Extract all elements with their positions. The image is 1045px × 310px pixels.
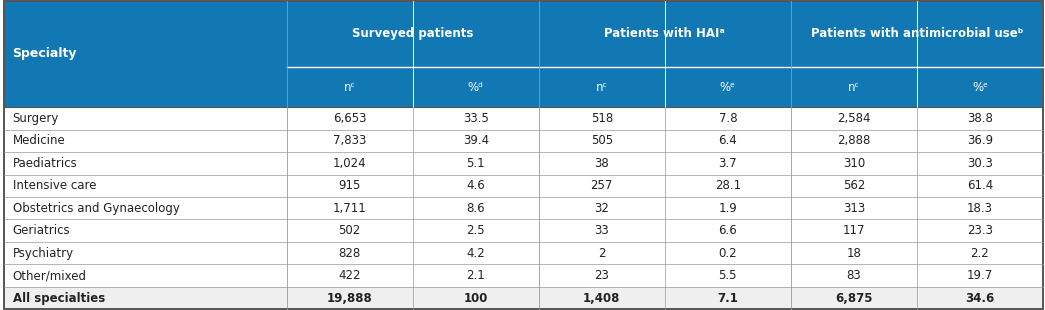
Text: 2.5: 2.5 [466,224,485,237]
Text: Specialty: Specialty [13,47,77,60]
Text: Patients with HAIᵃ: Patients with HAIᵃ [604,27,725,40]
Text: 8.6: 8.6 [466,202,485,215]
Text: 6.4: 6.4 [719,134,737,147]
Text: 33: 33 [595,224,609,237]
Text: 1,408: 1,408 [583,292,621,305]
Text: Obstetrics and Gynaecology: Obstetrics and Gynaecology [13,202,180,215]
Text: 34.6: 34.6 [966,292,995,305]
Text: 2: 2 [598,247,605,260]
Text: 518: 518 [590,112,613,125]
Text: 2,584: 2,584 [837,112,870,125]
Text: 18: 18 [846,247,861,260]
Text: 1,711: 1,711 [333,202,367,215]
Bar [539,67,665,107]
Text: 19,888: 19,888 [327,292,373,305]
Bar [4,242,1043,264]
Text: 313: 313 [842,202,865,215]
Text: 3.7: 3.7 [719,157,737,170]
Bar [916,67,1043,107]
Bar [4,1,286,107]
Bar [286,1,539,67]
Text: Other/mixed: Other/mixed [13,269,87,282]
Text: 30.3: 30.3 [967,157,993,170]
Text: 18.3: 18.3 [967,202,993,215]
Bar [791,1,1043,67]
Text: 6,875: 6,875 [835,292,873,305]
Text: 39.4: 39.4 [463,134,489,147]
Text: 5.5: 5.5 [719,269,737,282]
Text: %ᵉ: %ᵉ [972,81,988,94]
Text: 38.8: 38.8 [967,112,993,125]
Bar [4,264,1043,287]
Text: 100: 100 [464,292,488,305]
Text: All specialties: All specialties [13,292,105,305]
Text: 502: 502 [339,224,361,237]
Text: Surgery: Surgery [13,112,59,125]
Bar [791,67,916,107]
Text: 422: 422 [339,269,361,282]
Text: 7.8: 7.8 [719,112,737,125]
Text: nᶜ: nᶜ [596,81,608,94]
Bar [4,219,1043,242]
Text: 1,024: 1,024 [333,157,367,170]
Bar [4,130,1043,152]
Bar [4,152,1043,175]
Text: 257: 257 [590,179,613,192]
Text: 1.9: 1.9 [719,202,737,215]
Text: 38: 38 [595,157,609,170]
Text: 19.7: 19.7 [967,269,993,282]
Bar [4,175,1043,197]
Text: 4.2: 4.2 [466,247,485,260]
Text: 117: 117 [842,224,865,237]
Text: 6,653: 6,653 [333,112,367,125]
Text: Psychiatry: Psychiatry [13,247,73,260]
Text: Intensive care: Intensive care [13,179,96,192]
Text: 36.9: 36.9 [967,134,993,147]
Text: nᶜ: nᶜ [344,81,355,94]
Text: 505: 505 [590,134,612,147]
Text: 33.5: 33.5 [463,112,489,125]
Bar [4,287,1043,309]
Text: 61.4: 61.4 [967,179,993,192]
Text: 562: 562 [842,179,865,192]
Text: 915: 915 [339,179,361,192]
Text: 28.1: 28.1 [715,179,741,192]
Bar [539,1,791,67]
Text: Geriatrics: Geriatrics [13,224,70,237]
Text: 310: 310 [842,157,865,170]
Text: Medicine: Medicine [13,134,65,147]
Text: 23: 23 [595,269,609,282]
Bar [4,107,1043,130]
Text: 2.1: 2.1 [466,269,485,282]
Text: 828: 828 [339,247,361,260]
Text: 83: 83 [846,269,861,282]
Text: 2,888: 2,888 [837,134,870,147]
Text: %ᵉ: %ᵉ [720,81,736,94]
Text: 23.3: 23.3 [967,224,993,237]
Text: 7,833: 7,833 [333,134,367,147]
Text: Paediatrics: Paediatrics [13,157,77,170]
Text: nᶜ: nᶜ [847,81,860,94]
Bar [286,67,413,107]
Text: 32: 32 [595,202,609,215]
Text: 6.6: 6.6 [719,224,737,237]
Text: Patients with antimicrobial useᵇ: Patients with antimicrobial useᵇ [811,27,1023,40]
Text: 2.2: 2.2 [971,247,990,260]
Text: Surveyed patients: Surveyed patients [352,27,473,40]
Bar [413,67,539,107]
Bar [665,67,791,107]
Bar [4,197,1043,219]
Text: 5.1: 5.1 [466,157,485,170]
Text: 7.1: 7.1 [717,292,738,305]
Text: %ᵈ: %ᵈ [468,81,484,94]
Text: 4.6: 4.6 [466,179,485,192]
Text: 0.2: 0.2 [719,247,737,260]
